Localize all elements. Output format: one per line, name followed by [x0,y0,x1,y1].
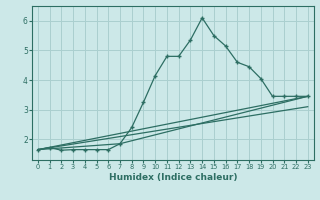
X-axis label: Humidex (Indice chaleur): Humidex (Indice chaleur) [108,173,237,182]
